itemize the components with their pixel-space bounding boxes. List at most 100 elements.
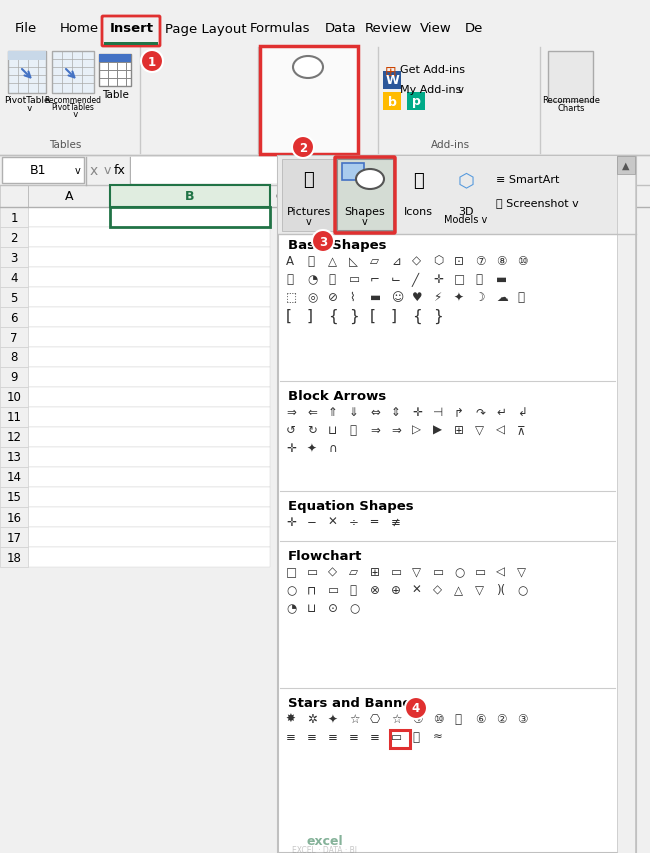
Text: ]: ] xyxy=(307,309,313,323)
Bar xyxy=(0,247,28,268)
Bar xyxy=(0,387,28,408)
Text: ⊞: ⊞ xyxy=(454,423,464,437)
Text: ✦: ✦ xyxy=(328,712,338,725)
Text: ✛: ✛ xyxy=(286,442,296,455)
Bar xyxy=(28,467,270,487)
Bar xyxy=(0,0,650,22)
Text: ✛: ✛ xyxy=(412,405,422,419)
Text: ○: ○ xyxy=(454,566,464,578)
Text: Icons: Icons xyxy=(404,206,432,217)
Text: ≈: ≈ xyxy=(433,730,443,743)
Bar xyxy=(0,368,28,387)
Text: ↻: ↻ xyxy=(307,423,317,437)
Text: ✛: ✛ xyxy=(286,515,296,528)
Text: Review: Review xyxy=(365,22,413,36)
Text: ╱: ╱ xyxy=(412,273,419,287)
Bar xyxy=(28,408,270,427)
Text: △: △ xyxy=(454,583,463,596)
Bar xyxy=(282,160,337,232)
Bar xyxy=(28,208,110,228)
Text: ◺: ◺ xyxy=(349,255,358,268)
Text: Get Add-ins: Get Add-ins xyxy=(400,65,465,75)
Text: Illustrations: Illustrations xyxy=(265,116,330,126)
Text: C: C xyxy=(275,192,283,202)
Bar xyxy=(2,158,84,183)
Text: 15: 15 xyxy=(6,491,21,504)
Circle shape xyxy=(141,51,163,73)
Text: v: v xyxy=(291,126,303,136)
Bar xyxy=(260,47,358,154)
Bar xyxy=(0,448,28,467)
Ellipse shape xyxy=(293,57,323,79)
Text: ⊗: ⊗ xyxy=(370,583,380,596)
Text: 6: 6 xyxy=(10,311,18,324)
Bar xyxy=(270,186,288,208)
Text: ⑥: ⑥ xyxy=(475,712,486,725)
Text: ⬚: ⬚ xyxy=(286,291,297,304)
Text: ⇑: ⇑ xyxy=(328,405,338,419)
Text: ○: ○ xyxy=(286,583,296,596)
Bar xyxy=(383,72,401,90)
Bar xyxy=(0,228,28,247)
Text: 17: 17 xyxy=(6,531,21,544)
Bar xyxy=(28,308,270,328)
Text: [: [ xyxy=(370,309,376,323)
Text: ▬: ▬ xyxy=(370,291,381,304)
Text: 🐦: 🐦 xyxy=(413,171,423,189)
Text: ⚡: ⚡ xyxy=(433,291,441,304)
Text: ≢: ≢ xyxy=(391,515,401,528)
Text: ⌒: ⌒ xyxy=(328,273,335,286)
Text: fx: fx xyxy=(114,165,126,177)
Text: ▷: ▷ xyxy=(412,423,421,437)
Text: 2: 2 xyxy=(299,142,307,154)
Text: PivotTable: PivotTable xyxy=(4,96,50,105)
Text: ▱: ▱ xyxy=(370,255,379,268)
Text: ▽: ▽ xyxy=(412,566,421,578)
Text: ④: ④ xyxy=(412,712,423,725)
Text: ⑦: ⑦ xyxy=(475,255,486,268)
Text: 13: 13 xyxy=(6,451,21,464)
Text: Formulas: Formulas xyxy=(250,22,311,36)
Bar xyxy=(0,467,28,487)
Text: ⑫: ⑫ xyxy=(454,712,461,725)
Bar xyxy=(0,427,28,448)
Bar xyxy=(442,160,490,232)
Bar xyxy=(0,46,650,156)
Text: ⬛: ⬛ xyxy=(475,273,482,286)
Bar xyxy=(28,487,270,508)
Text: [: [ xyxy=(286,309,292,323)
Bar xyxy=(28,268,270,287)
Text: □: □ xyxy=(286,566,297,578)
Text: My Add-ins: My Add-ins xyxy=(400,85,462,95)
Text: Home: Home xyxy=(60,22,99,36)
Text: ⇒: ⇒ xyxy=(370,423,380,437)
Bar xyxy=(337,160,394,232)
Text: ⑫: ⑫ xyxy=(286,273,293,286)
Text: ⊣: ⊣ xyxy=(433,405,443,419)
Text: 3: 3 xyxy=(319,235,327,248)
Bar xyxy=(99,55,131,87)
Bar xyxy=(28,328,270,347)
Ellipse shape xyxy=(356,170,384,189)
Bar xyxy=(104,43,158,46)
Bar xyxy=(278,157,636,235)
Text: ⬡: ⬡ xyxy=(433,255,443,268)
Bar xyxy=(0,408,28,427)
Text: ◇: ◇ xyxy=(433,583,442,596)
Text: Table: Table xyxy=(101,90,129,100)
Text: ⊔: ⊔ xyxy=(328,423,337,437)
Text: View: View xyxy=(420,22,452,36)
Bar xyxy=(268,55,304,83)
Text: B1: B1 xyxy=(30,165,47,177)
Bar xyxy=(0,186,28,208)
Text: ✦: ✦ xyxy=(307,442,317,455)
Text: v: v xyxy=(306,217,312,227)
Bar xyxy=(28,247,270,268)
Text: ⇒: ⇒ xyxy=(286,405,296,419)
Text: ⌙: ⌙ xyxy=(391,273,401,286)
Text: ≡: ≡ xyxy=(349,730,359,743)
Text: ⌣: ⌣ xyxy=(349,423,356,437)
Text: Equation Shapes: Equation Shapes xyxy=(288,499,413,513)
Text: ☁: ☁ xyxy=(496,291,508,304)
Text: {: { xyxy=(412,309,422,324)
